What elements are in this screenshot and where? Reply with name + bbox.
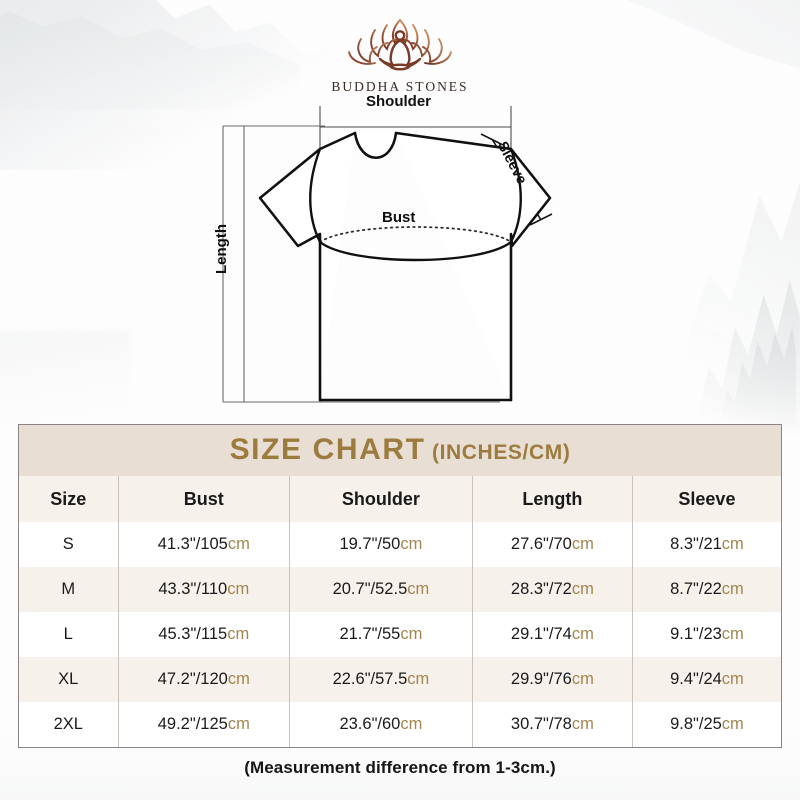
column-header-size: Size [19, 476, 119, 522]
cell-size: XL [19, 657, 119, 702]
table-row: 2XL 49.2"/125cm 23.6"/60cm 30.7"/78cm 9.… [19, 702, 781, 747]
table-row: XL 47.2"/120cm 22.6"/57.5cm 29.9"/76cm 9… [19, 657, 781, 702]
cell-length: 30.7"/78cm [471, 702, 633, 747]
cell-sleeve: 9.8"/25cm [631, 702, 781, 747]
shoulder-label: Shoulder [366, 93, 432, 110]
lotus-meditation-icon [348, 18, 452, 71]
tshirt-diagram: Shoulder Bust Length Sleeve [200, 93, 600, 414]
ink-wash-mountain-right-2 [693, 280, 800, 435]
cell-length: 29.9"/76cm [471, 657, 633, 702]
length-dimension-line [222, 125, 500, 403]
cell-sleeve: 8.7"/22cm [631, 567, 781, 612]
cell-bust: 41.3"/105cm [117, 522, 290, 567]
cell-sleeve: 8.3"/21cm [631, 522, 781, 567]
cell-size: M [19, 567, 119, 612]
size-chart-title: SIZE CHART (INCHES/CM) [19, 425, 781, 476]
brand-logo: BUDDHA STONES [0, 12, 800, 95]
cell-size: S [19, 522, 119, 567]
size-table-body: S 41.3"/105cm 19.7"/50cm 27.6"/70cm 8.3"… [19, 522, 781, 747]
cell-shoulder: 19.7"/50cm [288, 522, 473, 567]
cell-shoulder: 22.6"/57.5cm [288, 657, 473, 702]
size-table-head: Size Bust Shoulder Length Sleeve [19, 476, 781, 522]
cell-length: 29.1"/74cm [471, 612, 633, 657]
column-header-bust: Bust [117, 476, 290, 522]
cell-bust: 49.2"/125cm [117, 702, 290, 747]
length-label: Length [213, 224, 230, 274]
ink-wash-mountain-right-3 [719, 325, 796, 428]
table-row: S 41.3"/105cm 19.7"/50cm 27.6"/70cm 8.3"… [19, 522, 781, 567]
tshirt-svg [222, 106, 553, 403]
cell-shoulder: 20.7"/52.5cm [288, 567, 473, 612]
cell-sleeve: 9.4"/24cm [631, 657, 781, 702]
column-header-shoulder: Shoulder [288, 476, 473, 522]
measurement-footnote: (Measurement difference from 1-3cm.) [244, 758, 556, 777]
cell-bust: 47.2"/120cm [117, 657, 290, 702]
table-header-row: Size Bust Shoulder Length Sleeve [19, 476, 781, 522]
cell-size: 2XL [19, 702, 119, 747]
cell-shoulder: 21.7"/55cm [288, 612, 473, 657]
bust-measure-ellipse [318, 226, 513, 262]
cell-length: 27.6"/70cm [471, 522, 633, 567]
size-table: Size Bust Shoulder Length Sleeve S 41.3"… [19, 476, 781, 747]
column-header-sleeve: Sleeve [631, 476, 781, 522]
column-header-length: Length [471, 476, 633, 522]
armhole-curves [309, 147, 522, 244]
table-row: M 43.3"/110cm 20.7"/52.5cm 28.3"/72cm 8.… [19, 567, 781, 612]
bust-label: Bust [382, 209, 416, 226]
cell-bust: 43.3"/110cm [117, 567, 290, 612]
ink-wash-mountain-right-1 [673, 150, 800, 380]
size-chart-title-sub: (INCHES/CM) [425, 441, 571, 464]
cell-shoulder: 23.6"/60cm [288, 702, 473, 747]
cell-sleeve: 9.1"/23cm [631, 612, 781, 657]
size-chart-table-container: SIZE CHART (INCHES/CM) Size Bust Shoulde… [18, 424, 782, 748]
tshirt-outline [258, 131, 552, 402]
cell-size: L [19, 612, 119, 657]
table-row: L 45.3"/115cm 21.7"/55cm 29.1"/74cm 9.1"… [19, 612, 781, 657]
brand-name: BUDDHA STONES [331, 79, 469, 94]
cell-length: 28.3"/72cm [471, 567, 633, 612]
cell-bust: 45.3"/115cm [117, 612, 290, 657]
size-chart-title-main: SIZE CHART [229, 433, 426, 466]
